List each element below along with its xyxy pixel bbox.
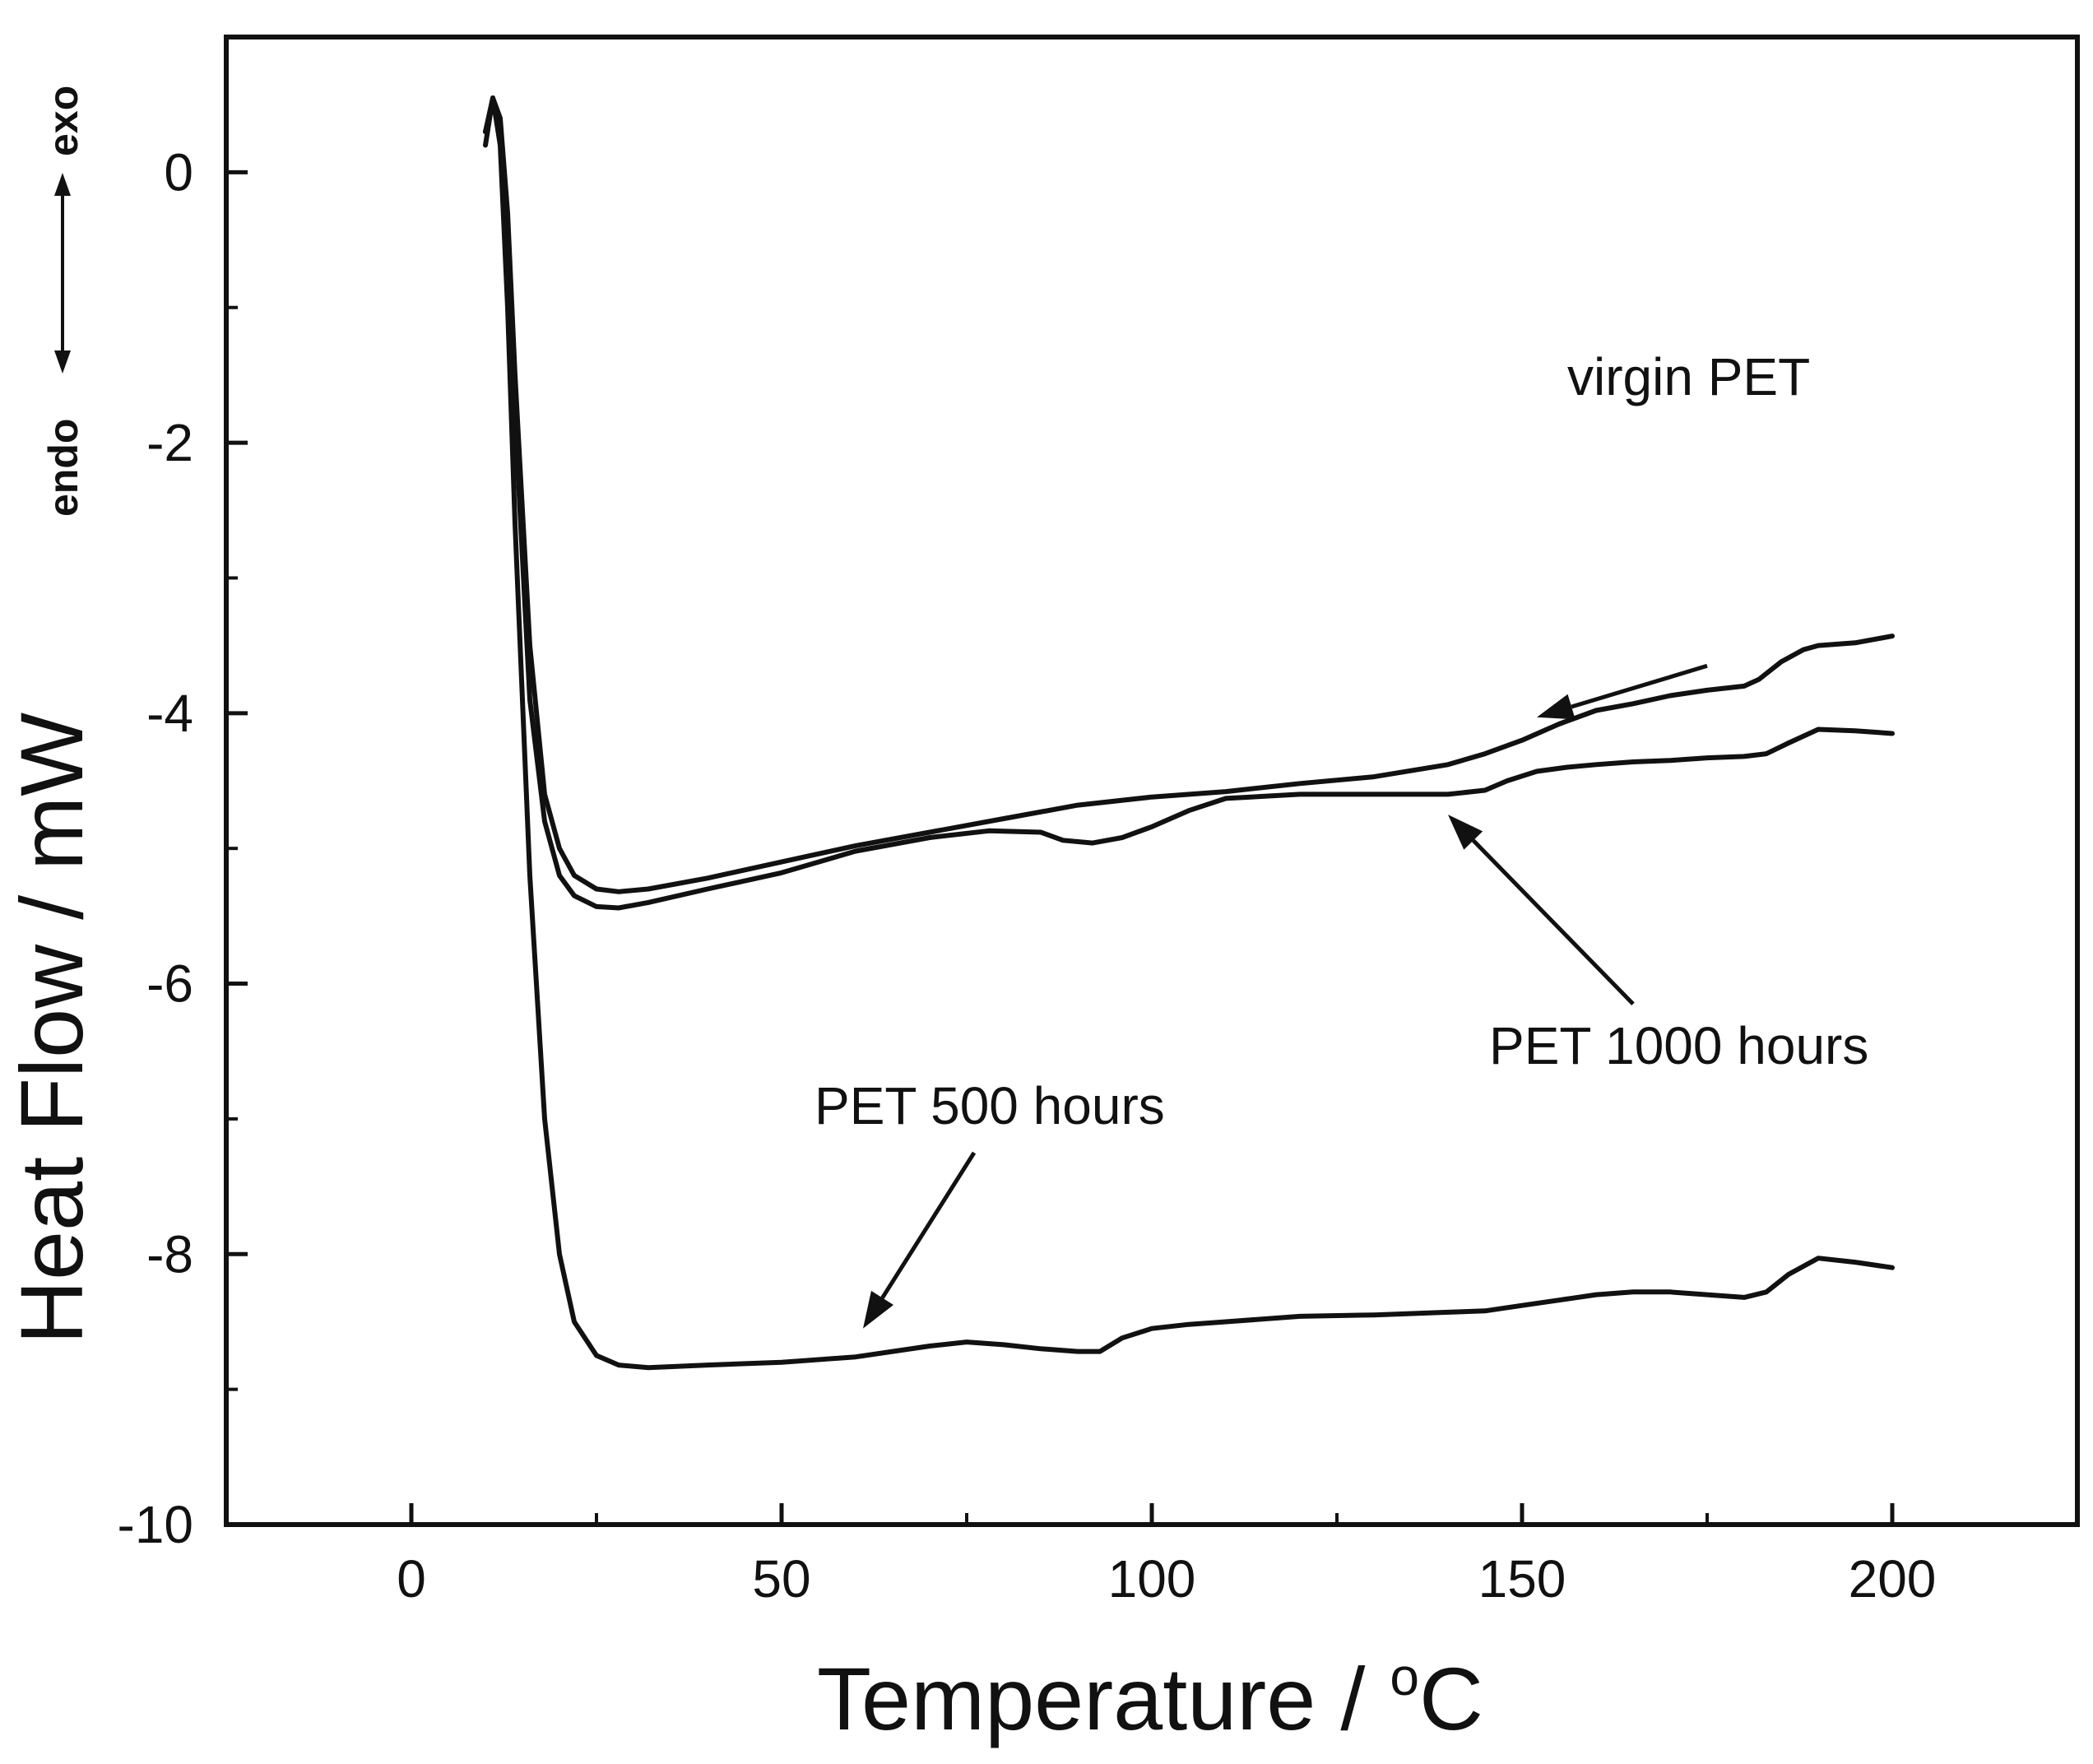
annotation-arrowhead-icon	[1537, 694, 1576, 720]
annotation-arrow-pet-500-hours	[880, 1151, 977, 1299]
exo-arrowhead-icon	[54, 173, 71, 196]
y-tick-label: -2	[146, 413, 193, 472]
y-tick-label: -6	[146, 954, 193, 1014]
annotation-arrowhead-icon	[1448, 815, 1483, 850]
endo-arrowhead-icon	[54, 350, 71, 374]
annotation-arrowhead-icon	[863, 1290, 894, 1329]
x-tick-label: 100	[1108, 1549, 1196, 1608]
x-tick-label: 200	[1849, 1549, 1937, 1608]
y-tick-label: -10	[118, 1495, 194, 1554]
x-tick-label: 50	[752, 1549, 810, 1608]
annotation-arrow-virgin-pet	[1571, 663, 1708, 709]
y-axis-title: Heat Flow / mW	[2, 713, 101, 1344]
series-line-pet-500-hours	[483, 95, 1895, 1371]
annotation-arrow-pet-1000-hours	[1471, 838, 1635, 1005]
x-axis-ticks: 0 50 100 150 200	[225, 1503, 2079, 1608]
series-line-virgin-pet	[483, 95, 1895, 894]
annotation-pet-500-hours: PET 500 hours	[814, 1076, 1165, 1135]
y-axis-ticks: 0 -2 -4 -6 -8 -10	[118, 35, 248, 1554]
annotation-virgin-pet: virgin PET	[1567, 347, 1810, 406]
y-tick-label: 0	[164, 142, 193, 202]
series-line-pet-1000-hours	[483, 102, 1895, 911]
exo-endo-indicator: exo endo	[40, 86, 86, 517]
series-layer	[483, 95, 1895, 1371]
annotation-pet-1000-hours: PET 1000 hours	[1489, 1016, 1868, 1075]
exo-label: exo	[40, 86, 86, 156]
endo-label: endo	[40, 419, 86, 517]
y-tick-label: -8	[146, 1224, 193, 1284]
x-tick-label: 150	[1478, 1549, 1566, 1608]
x-axis-title: Temperature / oC	[817, 1647, 1483, 1748]
annotation-layer: virgin PET PET 1000 hours PET 500 hours	[814, 347, 1868, 1329]
y-tick-label: -4	[146, 684, 193, 743]
x-tick-label: 0	[397, 1549, 426, 1608]
